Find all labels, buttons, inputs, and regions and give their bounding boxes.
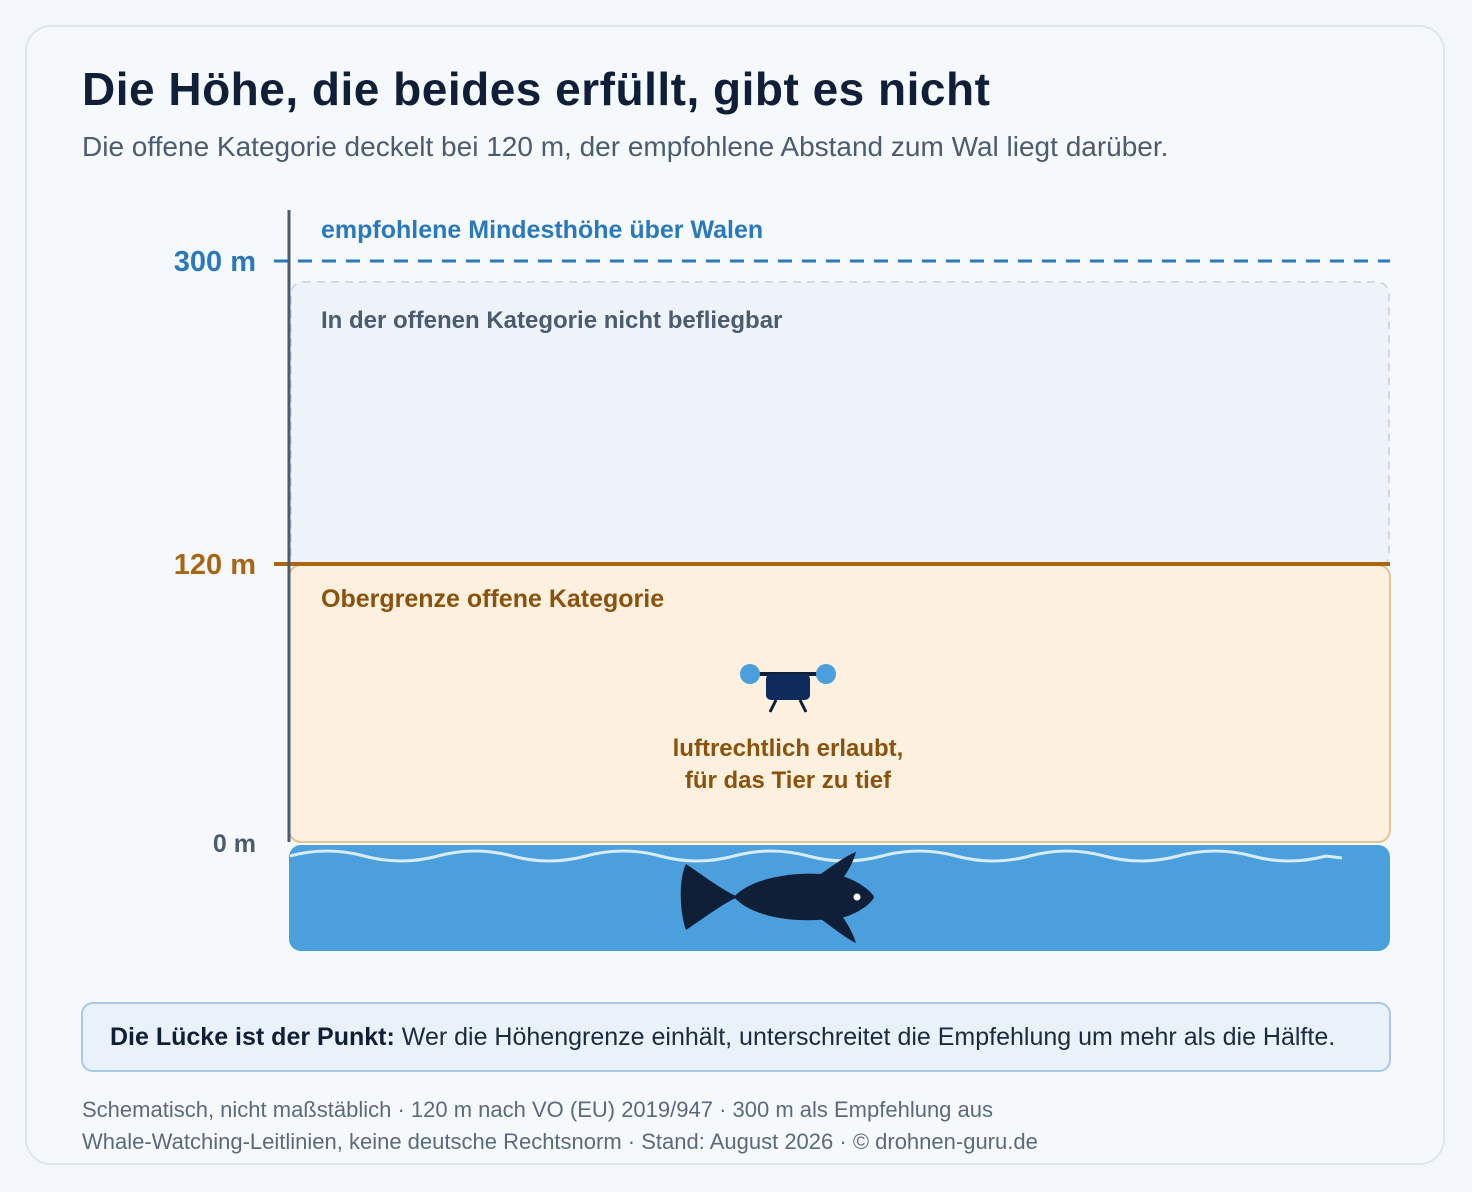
- drone-caption-line2: für das Tier zu tief: [685, 767, 892, 794]
- drone-caption-line1: luftrechtlich erlaubt,: [673, 735, 904, 762]
- level-120-label: 120 m: [174, 549, 256, 581]
- recommendation-caption: empfohlene Mindesthöhe über Walen: [321, 216, 763, 244]
- callout-text: Wer die Höhengrenze einhält, unterschrei…: [401, 1022, 1336, 1051]
- footnote-line2: Whale-Watching-Leitlinien, keine deutsch…: [82, 1129, 1038, 1154]
- limit-caption: Obergrenze offene Kategorie: [321, 585, 664, 613]
- wave-icon: [289, 849, 1343, 863]
- key-insight-callout: Die Lücke ist der Punkt: Wer die Höhengr…: [81, 1002, 1391, 1072]
- drone-icon: [740, 664, 836, 713]
- level-0-label: 0 m: [213, 830, 256, 858]
- callout-heading: Die Lücke ist der Punkt:: [110, 1022, 395, 1051]
- forbidden-zone-label: In der offenen Kategorie nicht befliegba…: [321, 307, 782, 334]
- footnote-line1: Schematisch, nicht maßstäblich · 120 m n…: [82, 1097, 993, 1122]
- footnote: Schematisch, nicht maßstäblich · 120 m n…: [82, 1094, 1182, 1158]
- level-300-label: 300 m: [174, 246, 256, 278]
- page-title: Die Höhe, die beides erfüllt, gibt es ni…: [82, 63, 991, 115]
- page-subtitle: Die offene Kategorie deckelt bei 120 m, …: [82, 131, 1169, 162]
- whale-icon: [680, 852, 874, 943]
